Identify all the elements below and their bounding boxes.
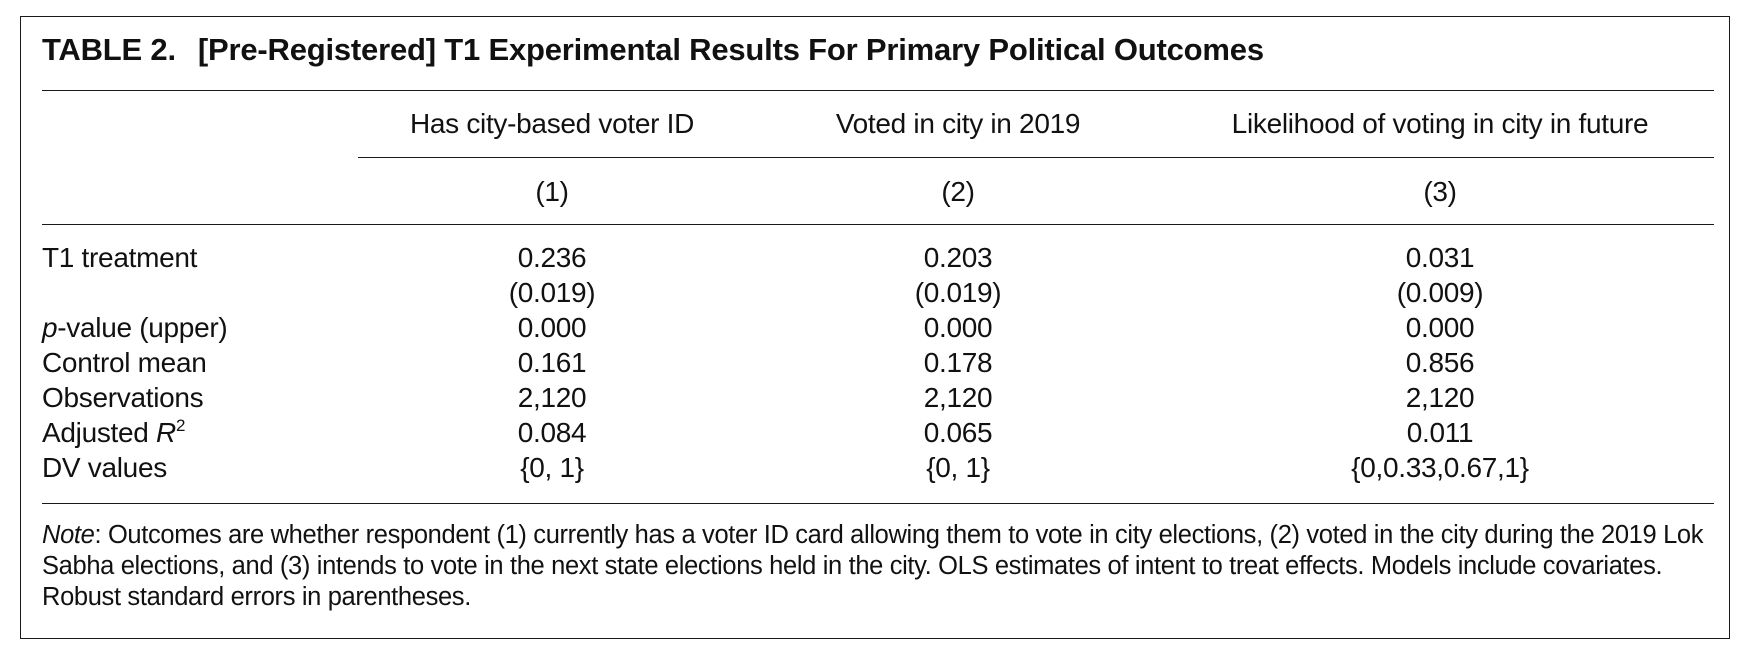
column-header-1: Has city-based voter ID bbox=[409, 108, 695, 139]
cell-t1-col3: 0.031 bbox=[1405, 242, 1475, 273]
cell-obs-col3: 2,120 bbox=[1405, 382, 1475, 413]
row-label-p-value: p-value (upper) bbox=[42, 312, 228, 343]
cell-t1-col1: 0.236 bbox=[517, 242, 587, 273]
cell-pvalue-col3: 0.000 bbox=[1405, 312, 1475, 343]
table-title-text: [Pre-Registered] T1 Experimental Results… bbox=[197, 32, 1264, 67]
cell-dv-col1: {0, 1} bbox=[520, 452, 584, 483]
cell-obs-col1: 2,120 bbox=[517, 382, 587, 413]
cell-pvalue-col2: 0.000 bbox=[923, 312, 993, 343]
column-header-2: Voted in city in 2019 bbox=[835, 108, 1081, 139]
cell-r2-col3: 0.011 bbox=[1406, 417, 1474, 448]
cell-pvalue-col1: 0.000 bbox=[517, 312, 587, 343]
body-top-rule bbox=[42, 224, 1714, 225]
cell-r2-col2: 0.065 bbox=[923, 417, 993, 448]
bottom-rule bbox=[42, 503, 1714, 504]
cell-t1-col2: 0.203 bbox=[923, 242, 993, 273]
cell-control-col1: 0.161 bbox=[517, 347, 587, 378]
table-note: Note: Outcomes are whether respondent (1… bbox=[42, 520, 1714, 613]
column-number-3: (3) bbox=[1423, 176, 1457, 207]
cell-dv-col3: {0,0.33,0.67,1} bbox=[1351, 452, 1529, 483]
cell-obs-col2: 2,120 bbox=[923, 382, 993, 413]
table-title: TABLE 2. [Pre-Registered] T1 Experimental… bbox=[42, 32, 1264, 68]
row-label-dv-values: DV values bbox=[42, 452, 167, 483]
column-number-1: (1) bbox=[535, 176, 569, 207]
cell-t1-se-col1: (0.019) bbox=[508, 277, 596, 308]
note-text: : Outcomes are whether respondent (1) cu… bbox=[42, 521, 1704, 611]
note-lead: Note bbox=[42, 521, 95, 549]
top-rule bbox=[42, 90, 1714, 91]
column-header-3: Likelihood of voting in city in future bbox=[1231, 108, 1649, 139]
row-label-t1-treatment: T1 treatment bbox=[42, 242, 198, 273]
cell-r2-col1: 0.084 bbox=[517, 417, 587, 448]
cell-control-col2: 0.178 bbox=[923, 347, 993, 378]
column-number-2: (2) bbox=[941, 176, 975, 207]
row-label-observations: Observations bbox=[42, 382, 204, 413]
cell-dv-col2: {0, 1} bbox=[926, 452, 990, 483]
row-label-adjusted-r2: Adjusted R2 bbox=[42, 416, 186, 448]
row-label-control-mean: Control mean bbox=[42, 347, 207, 378]
header-rule bbox=[358, 157, 1714, 158]
cell-t1-se-col3: (0.009) bbox=[1396, 277, 1484, 308]
table-frame bbox=[20, 16, 1730, 639]
cell-control-col3: 0.856 bbox=[1405, 347, 1475, 378]
table-label: TABLE 2. bbox=[42, 32, 176, 67]
cell-t1-se-col2: (0.019) bbox=[914, 277, 1002, 308]
